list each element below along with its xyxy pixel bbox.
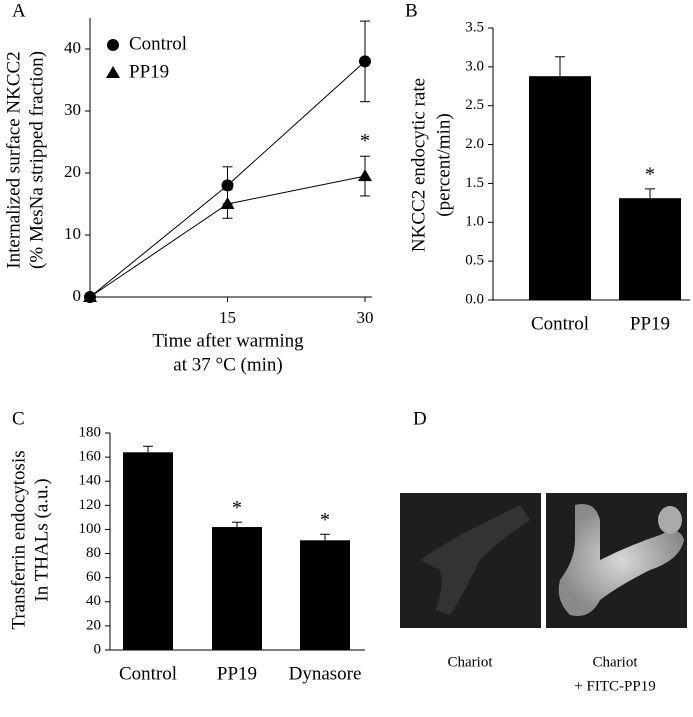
y-tick-label: 160 (79, 449, 102, 465)
x-tick-label: Control (531, 313, 589, 334)
data-point (221, 179, 234, 192)
legend-label: PP19 (129, 61, 169, 82)
significance-mark: * (645, 163, 655, 185)
data-point (220, 197, 235, 209)
y-axis-label: (% MesNa stripped fraction) (26, 51, 47, 269)
cell-bright (658, 506, 682, 534)
y-tick-label: 2.5 (465, 97, 484, 113)
bar (529, 76, 591, 300)
x-tick-label: 30 (357, 308, 374, 327)
panel-label: B (405, 0, 418, 21)
x-tick-label: 15 (219, 308, 236, 327)
tubule-bright (558, 504, 684, 616)
significance-mark: * (232, 497, 242, 519)
y-tick-label: 60 (86, 569, 101, 585)
x-tick-label: PP19 (630, 313, 670, 334)
data-point (83, 290, 97, 302)
y-tick-label: 0 (94, 641, 102, 657)
y-tick-label: 1.5 (465, 175, 484, 191)
x-axis-label: Time after warming (152, 330, 304, 351)
image-caption: Chariot (593, 654, 639, 670)
bar (212, 527, 262, 650)
y-tick-label: 20 (64, 162, 81, 181)
y-tick-label: 0.0 (465, 291, 484, 307)
y-tick-label: 40 (86, 593, 101, 609)
y-tick-label: 0 (73, 286, 82, 305)
y-tick-label: 20 (86, 617, 101, 633)
panel-label: A (12, 0, 26, 21)
y-tick-label: 30 (64, 100, 81, 119)
y-tick-label: 3.0 (465, 58, 484, 74)
tubule-faint (420, 505, 530, 615)
x-tick-label: PP19 (217, 663, 257, 684)
bar (123, 452, 173, 650)
y-tick-label: 180 (79, 424, 102, 440)
y-axis-label: Internalized surface NKCC2 (3, 51, 24, 268)
x-axis-label: at 37 °C (min) (173, 354, 282, 375)
legend-label: Control (129, 33, 187, 54)
y-tick-label: 100 (79, 521, 102, 537)
y-tick-label: 1.0 (465, 214, 484, 230)
y-tick-label: 40 (64, 38, 81, 57)
y-axis-label: In THALs (a.u.) (31, 478, 52, 601)
x-tick-label: Dynasore (289, 663, 362, 684)
y-tick-label: 140 (79, 473, 102, 489)
significance-mark: * (360, 130, 370, 152)
y-tick-label: 120 (79, 497, 102, 513)
data-point (358, 169, 372, 182)
legend-marker (107, 39, 119, 51)
y-axis-label: NKCC2 endocytic rate (408, 78, 429, 252)
y-tick-label: 2.0 (465, 136, 484, 152)
data-point (359, 55, 371, 68)
y-tick-label: 80 (86, 545, 101, 561)
y-axis-label: Transferrin endocytosis (8, 450, 29, 629)
x-tick-label: Control (119, 663, 177, 684)
bar (619, 198, 681, 300)
y-tick-label: 3.5 (465, 19, 484, 35)
y-axis-label: (percent/min) (433, 113, 454, 216)
y-tick-label: 10 (64, 224, 81, 243)
image-caption: + FITC-PP19 (574, 678, 655, 694)
legend-marker (106, 66, 120, 78)
panel-d-images (400, 493, 687, 628)
image-caption: Chariot (448, 654, 494, 670)
bar (300, 540, 350, 650)
panel-label: C (12, 408, 25, 429)
y-tick-label: 0.5 (465, 253, 484, 269)
significance-mark: * (320, 509, 330, 531)
panel-label: D (413, 408, 427, 429)
